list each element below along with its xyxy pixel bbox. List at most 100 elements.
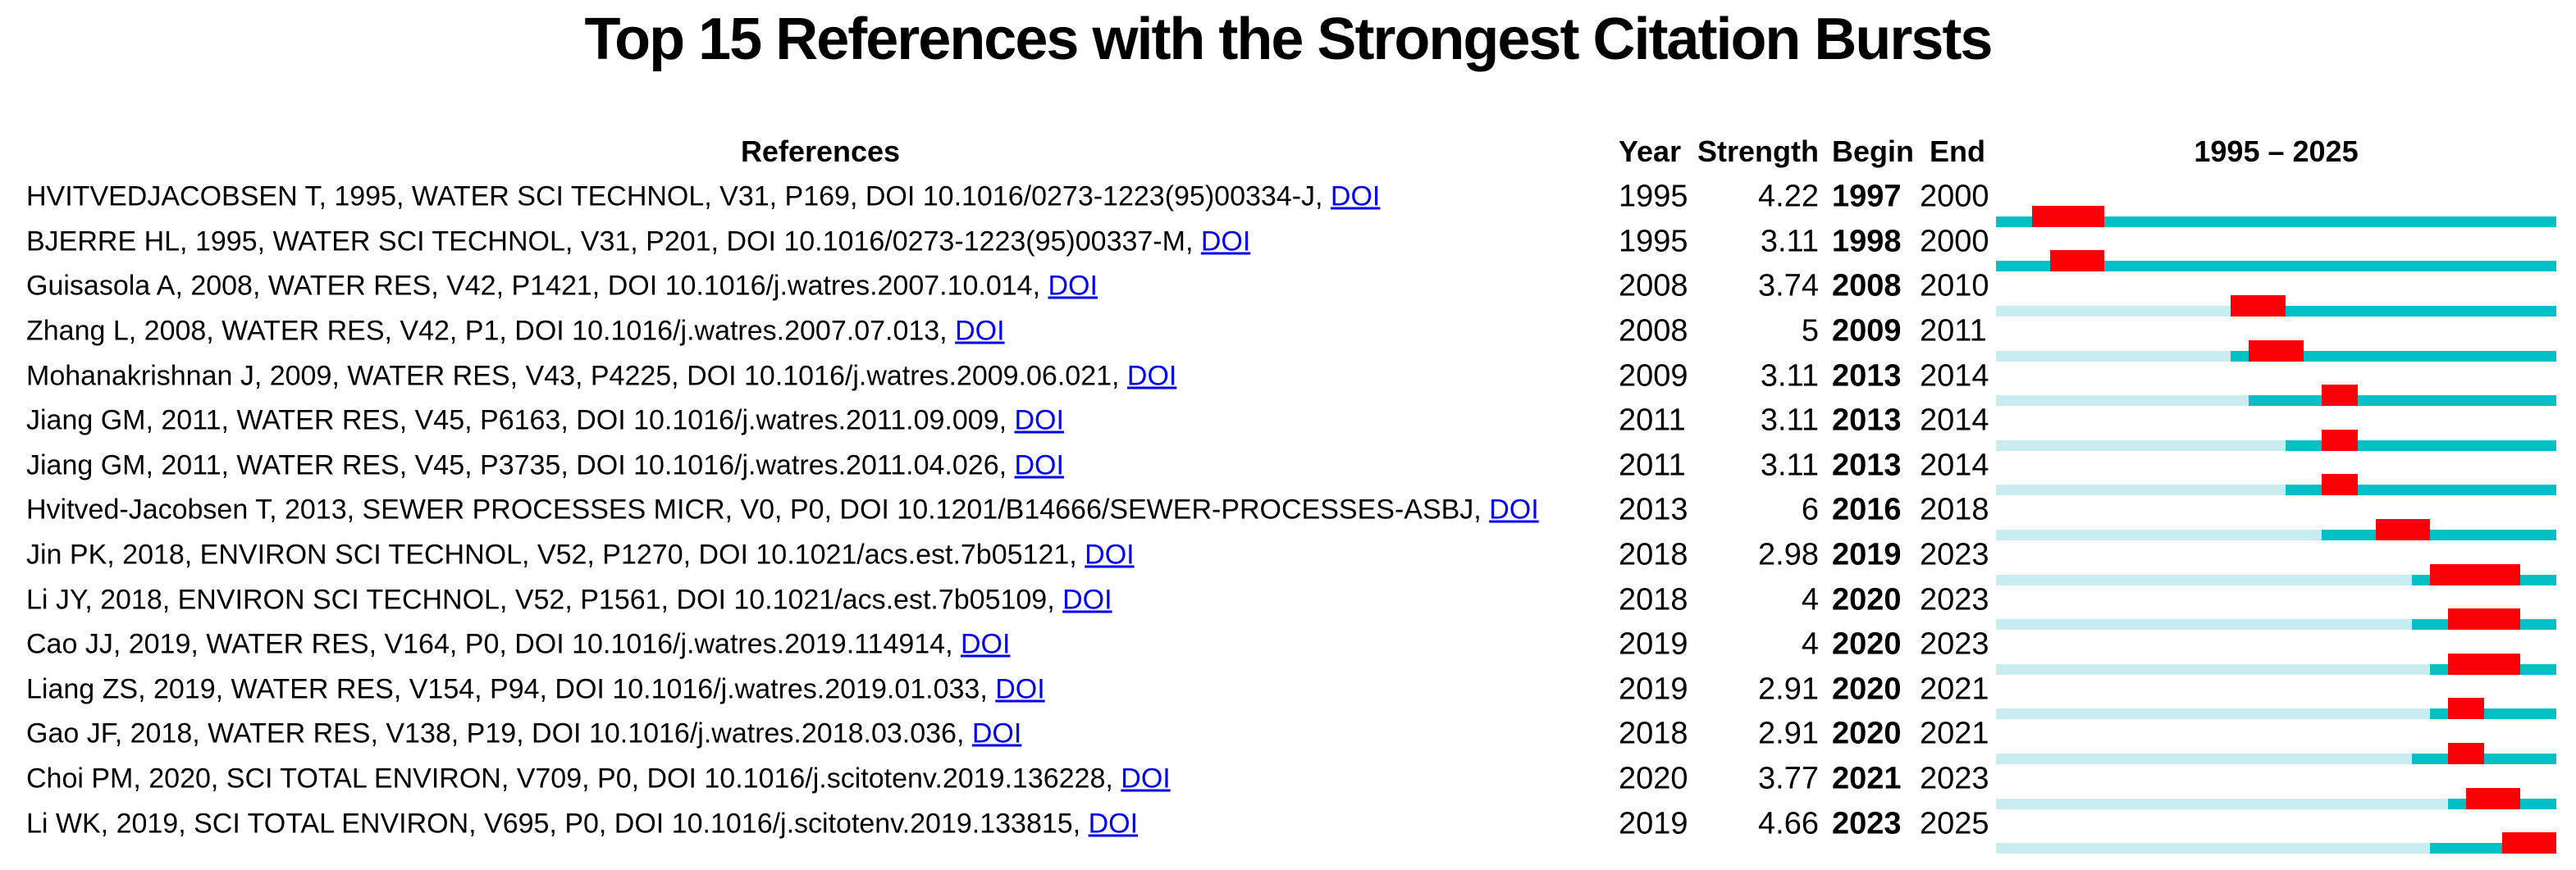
burst-segment — [2501, 832, 2556, 854]
begin-cell: 2013 — [1832, 403, 1902, 438]
strength-cell: 3.11 — [1760, 448, 1819, 483]
burst-timeline-bar — [1996, 742, 2556, 764]
strength-cell: 3.74 — [1758, 268, 1819, 303]
end-cell: 2025 — [1920, 806, 1989, 841]
burst-timeline-bar — [1996, 429, 2556, 451]
reference-cell: Zhang L, 2008, WATER RES, V42, P1, DOI 1… — [26, 316, 1005, 348]
year-cell: 2019 — [1619, 806, 1688, 841]
burst-timeline-bar — [1996, 205, 2556, 227]
burst-segment — [2249, 339, 2304, 362]
end-cell: 2023 — [1920, 537, 1989, 572]
doi-link[interactable]: DOI — [1200, 225, 1251, 257]
timeline-segment — [2231, 305, 2556, 317]
reference-cell: HVITVEDJACOBSEN T, 1995, WATER SCI TECHN… — [26, 181, 1380, 213]
burst-segment — [2321, 474, 2358, 496]
reference-cell: Jiang GM, 2011, WATER RES, V45, P6163, D… — [26, 405, 1064, 437]
doi-link[interactable]: DOI — [961, 628, 1011, 660]
doi-link[interactable]: DOI — [1088, 808, 1139, 840]
burst-segment — [2465, 787, 2520, 809]
reference-cell: Guisasola A, 2008, WATER RES, V42, P1421… — [26, 271, 1098, 303]
table-row: Jin PK, 2018, ENVIRON SCI TECHNOL, V52, … — [0, 538, 2576, 589]
begin-cell: 2019 — [1832, 537, 1902, 572]
begin-cell: 2020 — [1832, 716, 1902, 751]
table-row: Zhang L, 2008, WATER RES, V42, P1, DOI 1… — [0, 314, 2576, 365]
burst-segment — [2321, 385, 2358, 407]
burst-timeline-bar — [1996, 608, 2556, 631]
burst-table: HVITVEDJACOBSEN T, 1995, WATER SCI TECHN… — [0, 180, 2576, 857]
reference-text: Liang ZS, 2019, WATER RES, V154, P94, DO… — [26, 673, 988, 705]
end-cell: 2021 — [1920, 716, 1989, 751]
doi-link[interactable]: DOI — [1048, 270, 1098, 302]
strength-cell: 2.91 — [1758, 716, 1819, 751]
doi-link[interactable]: DOI — [1062, 584, 1112, 616]
doi-link[interactable]: DOI — [971, 717, 1022, 749]
timeline-segment — [1996, 261, 2556, 272]
doi-link[interactable]: DOI — [1126, 360, 1177, 392]
pre-publication-segment — [1996, 798, 2448, 809]
table-row: Guisasola A, 2008, WATER RES, V42, P1421… — [0, 269, 2576, 320]
burst-segment — [2447, 608, 2520, 631]
timeline-segment — [1996, 216, 2556, 227]
pre-publication-segment — [1996, 485, 2286, 496]
year-cell: 2008 — [1619, 313, 1688, 348]
column-header-strength: Strength — [1697, 134, 1819, 168]
begin-cell: 2023 — [1832, 806, 1902, 841]
end-cell: 2023 — [1920, 626, 1989, 662]
strength-cell: 3.11 — [1760, 403, 1819, 438]
pre-publication-segment — [1996, 395, 2249, 407]
table-row: Jiang GM, 2011, WATER RES, V45, P6163, D… — [0, 403, 2576, 454]
begin-cell: 1997 — [1832, 179, 1902, 214]
table-row: Cao JJ, 2019, WATER RES, V164, P0, DOI 1… — [0, 627, 2576, 678]
pre-publication-segment — [1996, 843, 2430, 854]
table-row: Mohanakrishnan J, 2009, WATER RES, V43, … — [0, 358, 2576, 409]
table-row: HVITVEDJACOBSEN T, 1995, WATER SCI TECHN… — [0, 180, 2576, 230]
strength-cell: 2.91 — [1758, 672, 1819, 707]
burst-timeline-bar — [1996, 250, 2556, 272]
burst-timeline-bar — [1996, 787, 2556, 809]
reference-cell: Jiang GM, 2011, WATER RES, V45, P3735, D… — [26, 449, 1064, 481]
table-row: BJERRE HL, 1995, WATER SCI TECHNOL, V31,… — [0, 224, 2576, 276]
table-row: Hvitved-Jacobsen T, 2013, SEWER PROCESSE… — [0, 493, 2576, 544]
strength-cell: 5 — [1801, 313, 1819, 348]
reference-text: BJERRE HL, 1995, WATER SCI TECHNOL, V31,… — [26, 225, 1194, 257]
burst-segment — [2050, 250, 2105, 272]
pre-publication-segment — [1996, 663, 2430, 675]
burst-timeline-bar — [1996, 653, 2556, 675]
doi-link[interactable]: DOI — [1121, 763, 1171, 795]
doi-link[interactable]: DOI — [995, 673, 1045, 705]
reference-cell: Li JY, 2018, ENVIRON SCI TECHNOL, V52, P… — [26, 584, 1112, 616]
year-cell: 2020 — [1619, 761, 1688, 796]
timeline-segment — [2321, 529, 2556, 540]
year-cell: 2018 — [1619, 582, 1688, 617]
reference-cell: Mohanakrishnan J, 2009, WATER RES, V43, … — [26, 360, 1176, 392]
strength-cell: 4.66 — [1758, 806, 1819, 841]
timeline-segment — [2231, 350, 2556, 362]
table-row: Gao JF, 2018, WATER RES, V138, P19, DOI … — [0, 717, 2576, 768]
reference-cell: Gao JF, 2018, WATER RES, V138, P19, DOI … — [26, 718, 1021, 750]
reference-text: Gao JF, 2018, WATER RES, V138, P19, DOI … — [26, 717, 965, 749]
doi-link[interactable]: DOI — [1014, 449, 1064, 481]
pre-publication-segment — [1996, 619, 2412, 631]
column-header-references: References — [740, 134, 901, 168]
burst-segment — [2429, 563, 2520, 585]
begin-cell: 2021 — [1832, 761, 1902, 796]
reference-text: HVITVEDJACOBSEN T, 1995, WATER SCI TECHN… — [26, 180, 1323, 212]
pre-publication-segment — [1996, 529, 2322, 540]
table-row: Liang ZS, 2019, WATER RES, V154, P94, DO… — [0, 672, 2576, 723]
reference-text: Li JY, 2018, ENVIRON SCI TECHNOL, V52, P… — [26, 584, 1055, 616]
burst-segment — [2231, 294, 2286, 317]
doi-link[interactable]: DOI — [955, 315, 1005, 347]
strength-cell: 3.77 — [1758, 761, 1819, 796]
reference-cell: BJERRE HL, 1995, WATER SCI TECHNOL, V31,… — [26, 225, 1250, 257]
doi-link[interactable]: DOI — [1085, 539, 1135, 571]
doi-link[interactable]: DOI — [1330, 180, 1381, 212]
year-cell: 2019 — [1619, 626, 1688, 662]
doi-link[interactable]: DOI — [1489, 494, 1539, 526]
reference-cell: Jin PK, 2018, ENVIRON SCI TECHNOL, V52, … — [26, 540, 1135, 572]
year-cell: 1995 — [1619, 179, 1688, 214]
pre-publication-segment — [1996, 574, 2412, 585]
doi-link[interactable]: DOI — [1014, 404, 1064, 436]
pre-publication-segment — [1996, 350, 2231, 362]
end-cell: 2014 — [1920, 358, 1989, 394]
strength-cell: 6 — [1801, 492, 1819, 527]
